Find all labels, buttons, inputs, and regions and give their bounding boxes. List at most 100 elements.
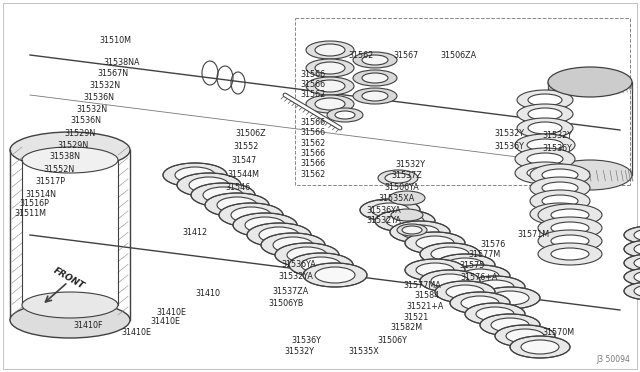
Ellipse shape bbox=[530, 190, 590, 212]
Ellipse shape bbox=[515, 162, 575, 184]
Ellipse shape bbox=[177, 173, 241, 197]
Text: 31529N: 31529N bbox=[58, 141, 89, 150]
Ellipse shape bbox=[217, 197, 257, 213]
Ellipse shape bbox=[450, 292, 510, 314]
Ellipse shape bbox=[528, 122, 562, 134]
Ellipse shape bbox=[401, 225, 439, 239]
Text: 31576: 31576 bbox=[480, 240, 505, 249]
Ellipse shape bbox=[528, 108, 562, 120]
Text: 31506YA: 31506YA bbox=[384, 183, 419, 192]
Ellipse shape bbox=[362, 55, 388, 65]
Ellipse shape bbox=[315, 62, 345, 74]
Ellipse shape bbox=[624, 254, 640, 272]
Text: 31562: 31562 bbox=[301, 170, 326, 179]
Ellipse shape bbox=[480, 314, 540, 336]
Text: FRONT: FRONT bbox=[52, 266, 86, 291]
Ellipse shape bbox=[624, 268, 640, 286]
Ellipse shape bbox=[624, 282, 640, 300]
Text: 31567: 31567 bbox=[394, 51, 419, 60]
Ellipse shape bbox=[22, 292, 118, 318]
Text: 31582M: 31582M bbox=[390, 323, 422, 332]
Text: 31521+A: 31521+A bbox=[406, 302, 444, 311]
Text: 31532Y: 31532Y bbox=[543, 131, 573, 140]
Ellipse shape bbox=[548, 67, 632, 97]
Ellipse shape bbox=[495, 325, 555, 347]
Ellipse shape bbox=[542, 208, 578, 220]
Text: 31577M: 31577M bbox=[468, 250, 500, 259]
Text: 31532YA: 31532YA bbox=[366, 216, 401, 225]
Ellipse shape bbox=[353, 52, 397, 68]
Ellipse shape bbox=[22, 147, 118, 173]
Ellipse shape bbox=[405, 259, 465, 281]
Ellipse shape bbox=[551, 248, 589, 260]
Ellipse shape bbox=[191, 183, 255, 207]
Ellipse shape bbox=[362, 73, 388, 83]
Text: 31412: 31412 bbox=[182, 228, 207, 237]
Text: 31506Y: 31506Y bbox=[378, 336, 408, 345]
Text: 31576+A: 31576+A bbox=[461, 273, 498, 282]
Ellipse shape bbox=[353, 88, 397, 104]
Text: 31536N: 31536N bbox=[83, 93, 114, 102]
Ellipse shape bbox=[163, 163, 227, 187]
Ellipse shape bbox=[515, 134, 575, 156]
Ellipse shape bbox=[527, 167, 563, 179]
Ellipse shape bbox=[362, 91, 388, 101]
Text: 31510M: 31510M bbox=[99, 36, 131, 45]
Ellipse shape bbox=[465, 303, 525, 325]
Ellipse shape bbox=[527, 139, 563, 151]
Ellipse shape bbox=[527, 153, 563, 165]
Ellipse shape bbox=[624, 240, 640, 258]
Text: 31566: 31566 bbox=[301, 80, 326, 89]
Ellipse shape bbox=[510, 336, 570, 358]
Ellipse shape bbox=[371, 203, 409, 217]
Text: 31506Z: 31506Z bbox=[236, 129, 266, 138]
Ellipse shape bbox=[634, 285, 640, 297]
Text: 31570M: 31570M bbox=[543, 328, 575, 337]
Text: 31410F: 31410F bbox=[74, 321, 103, 330]
Ellipse shape bbox=[517, 118, 573, 138]
Text: 31536Y: 31536Y bbox=[291, 336, 321, 345]
Ellipse shape bbox=[461, 296, 499, 310]
Ellipse shape bbox=[431, 274, 469, 288]
Text: 31536YA: 31536YA bbox=[366, 206, 401, 215]
Text: 31552: 31552 bbox=[234, 142, 259, 151]
Text: 31410: 31410 bbox=[195, 289, 220, 298]
Ellipse shape bbox=[634, 257, 640, 269]
Text: 31532Y: 31532Y bbox=[494, 129, 524, 138]
Ellipse shape bbox=[335, 111, 355, 119]
Ellipse shape bbox=[353, 70, 397, 86]
Ellipse shape bbox=[315, 44, 345, 56]
Ellipse shape bbox=[538, 243, 602, 265]
Ellipse shape bbox=[530, 177, 590, 199]
Ellipse shape bbox=[219, 203, 283, 227]
Ellipse shape bbox=[416, 236, 454, 250]
Ellipse shape bbox=[542, 169, 578, 181]
Ellipse shape bbox=[301, 257, 341, 273]
Text: 31546: 31546 bbox=[225, 183, 250, 192]
Text: 31511M: 31511M bbox=[14, 209, 46, 218]
Text: 31535X: 31535X bbox=[349, 347, 380, 356]
Ellipse shape bbox=[259, 227, 299, 243]
Ellipse shape bbox=[515, 148, 575, 170]
Text: 31566: 31566 bbox=[301, 128, 326, 137]
Ellipse shape bbox=[306, 41, 354, 59]
Text: 31544M: 31544M bbox=[227, 170, 259, 179]
Ellipse shape bbox=[261, 233, 325, 257]
Text: 31538N: 31538N bbox=[50, 153, 81, 161]
Ellipse shape bbox=[420, 270, 480, 292]
Text: 31562: 31562 bbox=[301, 90, 326, 99]
Ellipse shape bbox=[405, 232, 465, 254]
Text: 31536Y: 31536Y bbox=[494, 142, 524, 151]
Ellipse shape bbox=[175, 167, 215, 183]
Text: 31506ZA: 31506ZA bbox=[440, 51, 476, 60]
Text: 31584: 31584 bbox=[415, 291, 440, 300]
Ellipse shape bbox=[402, 226, 422, 234]
Ellipse shape bbox=[315, 98, 345, 110]
Text: 31536YA: 31536YA bbox=[282, 260, 316, 269]
Ellipse shape bbox=[306, 95, 354, 113]
Text: 31521: 31521 bbox=[403, 313, 428, 322]
Ellipse shape bbox=[203, 187, 243, 203]
Text: 31532Y: 31532Y bbox=[396, 160, 426, 169]
Text: 31537Z: 31537Z bbox=[392, 171, 422, 180]
Text: 31529N: 31529N bbox=[64, 129, 95, 138]
